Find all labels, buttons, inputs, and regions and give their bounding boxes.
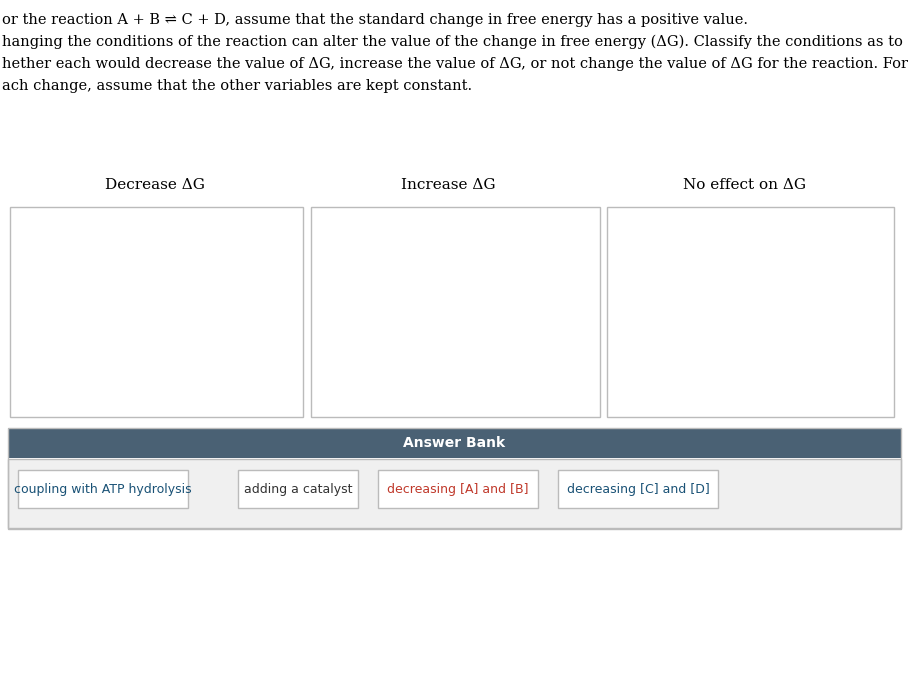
Text: ach change, assume that the other variables are kept constant.: ach change, assume that the other variab… xyxy=(2,79,472,93)
Bar xyxy=(558,470,718,508)
Bar xyxy=(607,207,894,417)
Text: coupling with ATP hydrolysis: coupling with ATP hydrolysis xyxy=(15,482,192,495)
Text: Answer Bank: Answer Bank xyxy=(404,436,506,450)
Bar xyxy=(311,207,600,417)
Bar xyxy=(8,428,901,458)
Text: hether each would decrease the value of ΔG, increase the value of ΔG, or not cha: hether each would decrease the value of … xyxy=(2,57,908,71)
Text: decreasing [C] and [D]: decreasing [C] and [D] xyxy=(567,482,709,495)
Bar xyxy=(8,428,901,528)
Text: adding a catalyst: adding a catalyst xyxy=(244,482,352,495)
Text: hanging the conditions of the reaction can alter the value of the change in free: hanging the conditions of the reaction c… xyxy=(2,35,903,49)
Text: decreasing [A] and [B]: decreasing [A] and [B] xyxy=(387,482,529,495)
Text: or the reaction A + B ⇌ C + D, assume that the standard change in free energy ha: or the reaction A + B ⇌ C + D, assume th… xyxy=(2,13,748,27)
Bar xyxy=(18,470,188,508)
Text: No effect on ΔG: No effect on ΔG xyxy=(684,178,806,192)
Text: Increase ΔG: Increase ΔG xyxy=(401,178,496,192)
Bar xyxy=(378,470,538,508)
Bar xyxy=(238,470,358,508)
Text: Decrease ΔG: Decrease ΔG xyxy=(105,178,205,192)
Bar xyxy=(10,207,303,417)
Bar xyxy=(8,459,901,529)
